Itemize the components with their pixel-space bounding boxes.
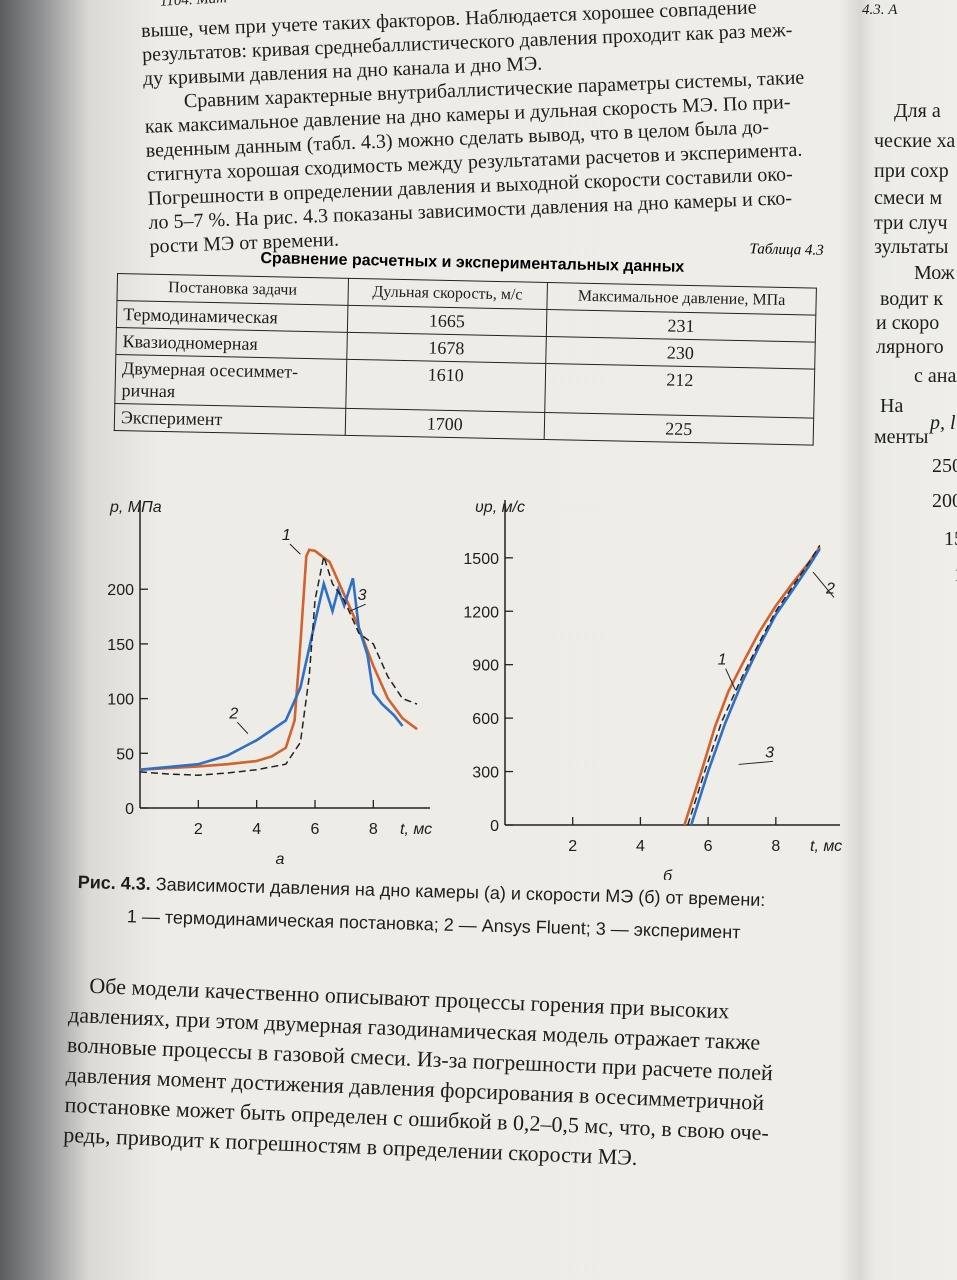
text-fragment: 15 [944,528,957,550]
y-tick-label: 200 [107,582,134,599]
text-fragment: 10 [954,564,957,587]
y-tick-label: 0 [490,818,499,835]
table-cell: 1665 [347,305,547,337]
column-header: Дульная скорость, м/с [347,278,548,310]
text-fragment: ческие ха [874,130,956,152]
table-cell: Эксперимент [114,403,346,436]
y-tick-label: 0 [125,801,134,818]
label-leader [236,721,249,734]
text-fragment: водит к [880,288,944,310]
y-tick-label: 50 [116,746,134,763]
table-block: Таблица 4.3 Сравнение расчетных и экспер… [114,228,828,446]
x-tick-label: 2 [194,821,203,838]
x-axis-label: t, мс [400,821,432,838]
text-fragment: На [880,395,904,417]
y-tick-label: 100 [107,692,134,709]
label-leader [725,668,736,690]
y-tick-label: 150 [107,637,134,654]
series-line [139,548,418,771]
label-leader [349,603,366,612]
right-running-title: 4.3. А [862,2,898,18]
table-cell: 225 [543,412,814,446]
y-tick-label: 600 [472,711,499,728]
x-tick-label: 6 [704,838,713,855]
running-title: 1104. Мат [159,0,228,10]
label-leader [812,571,835,598]
table-cell: 1610 [345,359,546,413]
x-tick-label: 8 [369,821,378,838]
y-tick-label: 300 [472,765,499,782]
charts: p, МПа t, мс а 0 50 100 150 200 2 4 6 8 1 2 3 υp, м/с t,… [107,499,842,880]
table-body: Термодинамическая 1665 231 Квазиодномерная 1… [114,300,816,446]
text-fragment: лярного [876,336,944,358]
curve-label: 3 [358,587,367,604]
curve-label: 1 [718,652,727,669]
y-axis-label: υp, м/с [475,499,525,516]
x-tick-label: 2 [568,838,577,855]
figure-caption: Рис. 4.3. Зависимости давления на дно ка… [77,872,858,946]
text-fragment: 200 [932,490,957,512]
text-fragment: с анало [914,365,957,387]
x-tick-label: 6 [311,821,320,838]
table: Постановка задачи Дульная скорость, м/с Ма… [114,273,817,446]
series-line [687,544,821,826]
table-cell: Двумерная осесиммет- ричная [114,354,347,409]
series-line [683,546,821,826]
x-tick-label: 4 [252,821,261,838]
text-fragment: и скоро [876,312,940,334]
x-tick-label: 4 [636,838,645,855]
y-tick-label: 1200 [463,604,499,621]
text-fragment: три случ [874,212,948,234]
x-axis-label: t, мс [810,838,842,855]
curve-label: 1 [282,527,291,544]
caption-legend: 1 — термодинамическая постановка; 2 — An… [126,906,741,943]
x-tick-label: 8 [771,838,780,855]
series-line [689,548,821,826]
label-leader [289,543,301,555]
caption-title: Рис. 4.3. [77,872,152,894]
curve-label: 3 [765,744,774,761]
table-cell: 1700 [344,408,545,440]
table-cell: 1678 [346,332,547,364]
label-leader [738,760,774,765]
text-fragment: p, l [930,412,956,434]
y-axis-label: p, МПа [109,499,162,516]
text-fragment: менты [874,426,929,448]
curve-label: 2 [825,580,835,597]
text-fragment: при сохр [874,160,949,182]
text-fragment: Для а [894,100,941,122]
table-cell: 212 [544,363,815,419]
text-fragment: 250 [932,455,957,477]
bottom-text: Обе модели качественно описывают процесс… [63,972,869,1170]
text-fragment: Мож [914,262,955,284]
text-fragment: зультаты [874,236,949,258]
panel-label: б [663,868,673,880]
y-tick-label: 900 [472,658,499,675]
text-fragment: смеси м [874,187,943,209]
panel-label: а [276,851,285,868]
curve-label: 2 [228,705,238,722]
y-tick-label: 1500 [463,551,499,568]
series-line [139,553,418,776]
series-line [139,577,404,771]
